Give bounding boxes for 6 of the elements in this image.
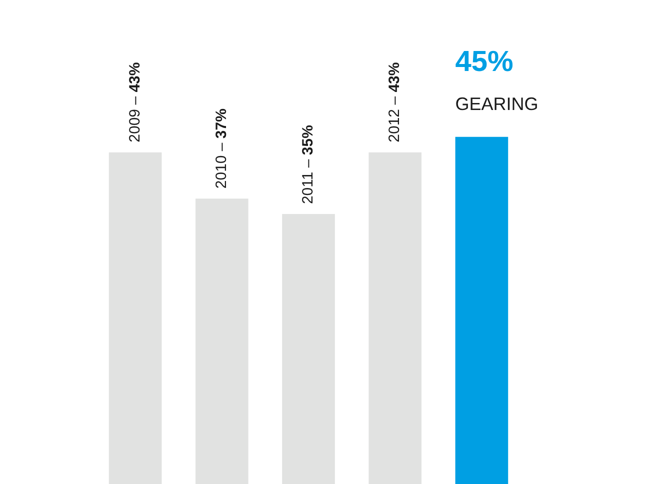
x-tick-label: 2010 – 37% <box>213 108 230 189</box>
chart-title: GEARING <box>455 94 538 114</box>
x-tick-label: 2009 – 43% <box>126 62 144 142</box>
x-tick-label: 2011 – 35% <box>300 125 317 204</box>
data-label: 45% <box>455 46 514 78</box>
x-tick-label: 2012 – 43% <box>386 62 404 142</box>
